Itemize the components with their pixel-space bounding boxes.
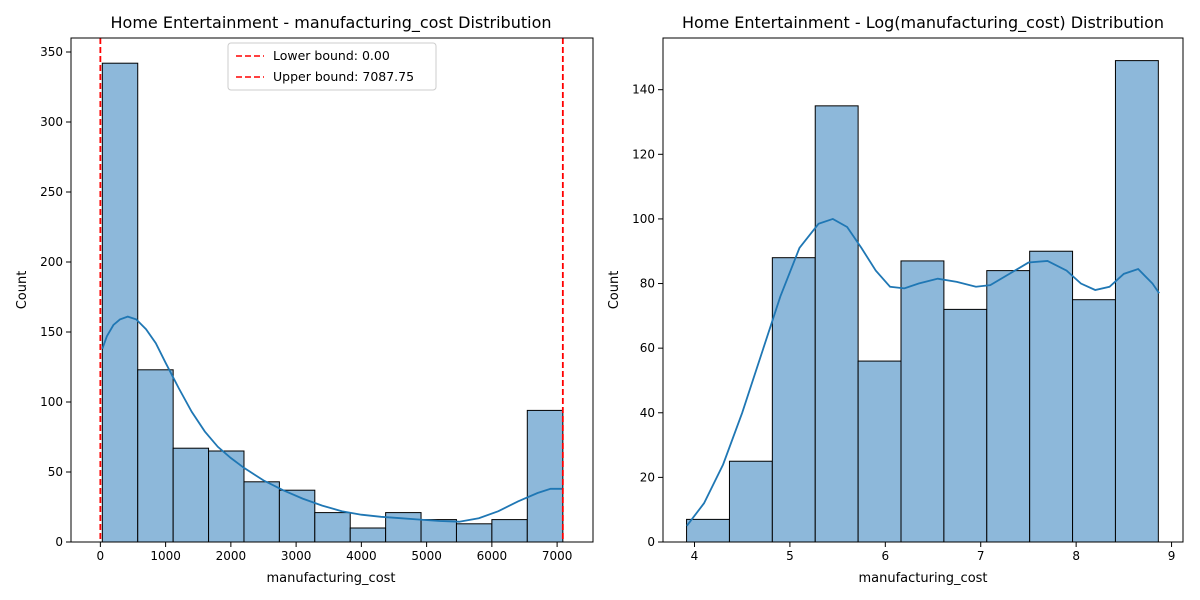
x-tick-label: 7000 [542,549,573,563]
x-tick-label: 5 [786,549,794,563]
histogram-bar [986,270,1031,543]
histogram-bar [686,518,730,543]
chart-manufacturing-cost: Home Entertainment - manufacturing_cost … [15,13,594,586]
histogram-bar [455,523,493,543]
y-tick-label: 100 [40,395,63,409]
x-tick-label: 2000 [216,549,247,563]
x-tick-label: 9 [1168,549,1176,563]
kde-curve [686,217,1160,527]
x-tick-label: 1000 [150,549,181,563]
y-tick-label: 100 [632,212,655,226]
histogram-bar [349,527,387,543]
x-axis-label: manufacturing_cost [266,571,395,586]
histogram-bar [728,460,773,543]
legend-frame [227,42,437,91]
y-tick-label: 140 [632,83,655,97]
kde-curve [101,315,563,523]
histogram-bar [943,308,988,543]
histogram-bar [771,257,816,543]
histogram-bar [814,105,859,543]
y-tick-label: 40 [640,406,655,420]
kde-curve-group [101,315,563,523]
histogram-bars [101,62,564,543]
histogram-bar [243,481,280,543]
y-axis-label: Count [607,271,622,310]
x-tick-label: 3000 [281,549,312,563]
bound-lines [99,38,564,542]
x-tick-label: 8 [1072,549,1080,563]
y-tick-label: 350 [40,45,63,59]
axes: 0 1000 2000 3000 4000 5000 6000 7000 0 50 100 150 20… [40,37,594,563]
histogram-bar [172,447,210,543]
y-tick-label: 300 [40,115,63,129]
histogram-bar [857,360,902,543]
histogram-bar [491,519,528,543]
histogram-bar [900,260,945,543]
axes-frame [70,37,594,543]
x-tick-label: 7 [977,549,985,563]
legend-lower-bound-label: Lower bound: 0.00 [273,48,390,63]
histogram-bar [1114,60,1159,543]
histogram-bar [1029,250,1074,543]
y-tick-label: 80 [640,277,655,291]
y-tick-label: 0 [55,535,63,549]
x-tick-label: 6 [881,549,889,563]
histogram-bar [526,409,564,543]
y-tick-label: 20 [640,470,655,484]
x-tick-label: 0 [97,549,105,563]
y-tick-label: 50 [48,465,63,479]
y-tick-label: 0 [647,535,655,549]
legend-upper-bound-label: Upper bound: 7087.75 [273,69,414,84]
kde-curve-group [686,217,1160,527]
histogram-bar [314,512,351,543]
chart-title: Home Entertainment - manufacturing_cost … [111,13,552,33]
histogram-bar [1072,299,1116,543]
y-tick-label: 200 [40,255,63,269]
y-tick-label: 250 [40,185,63,199]
axes: 4 5 6 7 8 9 0 20 40 60 80 100 120 140 [632,37,1184,563]
axes-frame [662,37,1184,543]
x-tick-label: 6000 [477,549,508,563]
histogram-bar [278,489,316,543]
histogram-bar [137,369,174,543]
chart-title: Home Entertainment - Log(manufacturing_c… [682,13,1164,33]
x-tick-label: 4000 [346,549,377,563]
y-axis-label: Count [15,271,30,310]
histogram-bar [101,62,139,543]
y-tick-label: 150 [40,325,63,339]
x-tick-label: 4 [691,549,699,563]
legend: Lower bound: 0.00 Upper bound: 7087.75 [227,42,437,91]
x-tick-label: 5000 [411,549,442,563]
y-tick-label: 60 [640,341,655,355]
chart-log-manufacturing-cost: Home Entertainment - Log(manufacturing_c… [607,13,1184,586]
y-tick-label: 120 [632,147,655,161]
histogram-bar [420,519,457,543]
x-axis-label: manufacturing_cost [858,571,987,586]
